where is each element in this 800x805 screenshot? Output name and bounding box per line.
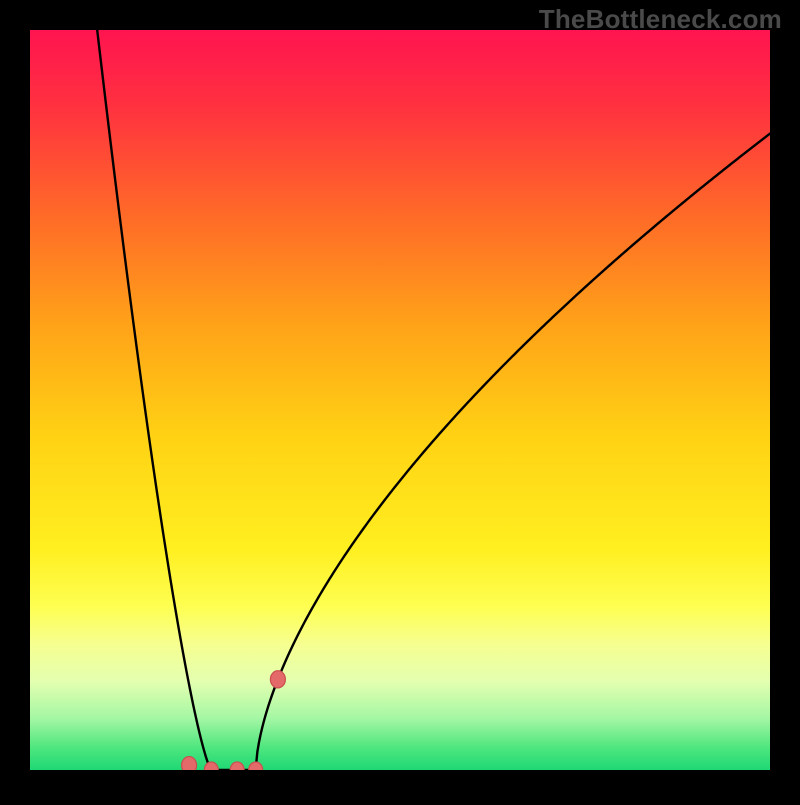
gradient-background bbox=[30, 30, 770, 770]
chart-root: TheBottleneck.com bbox=[0, 0, 800, 800]
curve-marker bbox=[270, 671, 285, 688]
plot-area bbox=[30, 0, 770, 778]
bottleneck-chart-svg bbox=[0, 0, 800, 800]
watermark-text: TheBottleneck.com bbox=[539, 4, 782, 35]
